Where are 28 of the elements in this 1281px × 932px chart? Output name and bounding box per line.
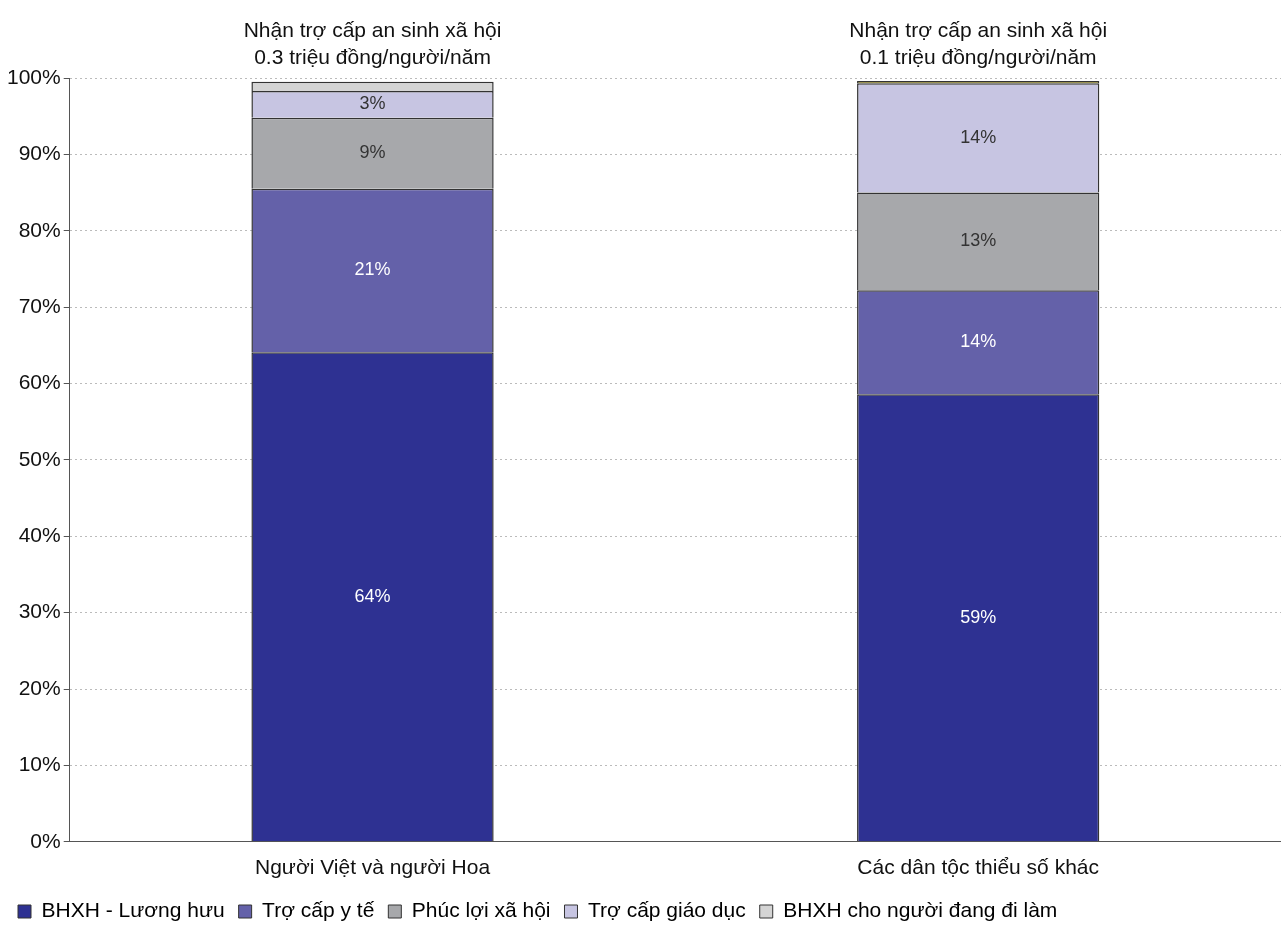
legend-label: Trợ cấp giáo dục [587,898,746,922]
y-tick-label: 60% [18,370,61,394]
data-label: 59% [960,606,997,627]
y-tick-label: 100% [6,64,61,88]
y-tick-label: 90% [18,141,61,165]
y-tick-label: 50% [18,446,61,470]
legend-label: BHXH - Lương hưu [41,898,225,922]
y-tick-label: 30% [18,599,61,623]
text: Nhận trợ cấp an sinh xã hội 0.3 triệu đồng/người/năm [243,18,502,68]
y-tick-label: 20% [18,675,61,699]
data-label: 64% [354,585,391,606]
y-tick-label: 10% [18,752,61,776]
legend-label: Phúc lợi xã hội [411,898,551,922]
legend-label: Trợ cấp y tế [262,898,375,922]
data-label: 21% [354,259,391,280]
data-label: 9% [359,142,386,163]
text: Nhận trợ cấp an sinh xã hội 0.1 triệu đồng/người/năm [849,18,1108,68]
data-label: 14% [960,331,997,352]
y-tick-label: 40% [18,523,61,547]
y-tick-label: 80% [18,217,61,241]
x-tick-label: Người Việt và người Hoa [255,855,491,879]
y-tick-label: 0% [30,828,61,852]
y-tick-label: 70% [18,293,61,317]
data-label: 3% [359,93,386,114]
x-tick-label: Các dân tộc thiểu số khác [857,855,1100,879]
legend-label: BHXH cho người đang đi làm [783,898,1058,922]
data-label: 14% [960,126,997,147]
data-label: 13% [960,230,997,251]
